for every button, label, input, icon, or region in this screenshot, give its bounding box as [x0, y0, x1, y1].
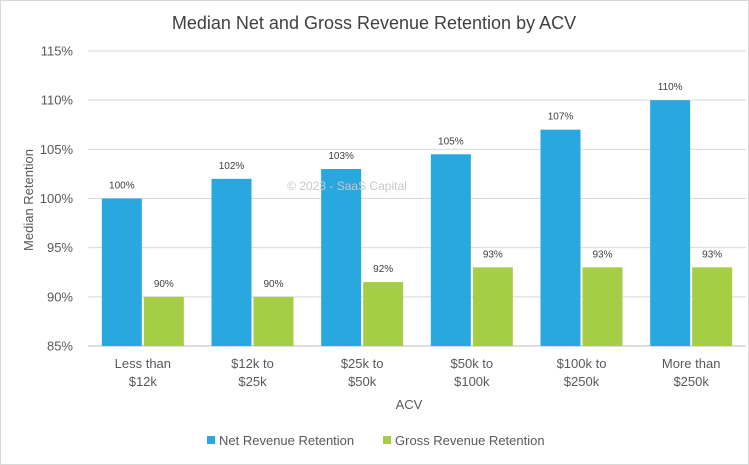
x-category-label: $250k: [564, 374, 600, 389]
x-category-label: $50k to: [451, 356, 494, 371]
y-tick-label: 95%: [47, 240, 73, 255]
y-tick-label: 90%: [47, 289, 73, 304]
legend-label: Gross Revenue Retention: [395, 433, 545, 448]
chart-title: Median Net and Gross Revenue Retention b…: [172, 13, 576, 33]
bar-net-revenue-retention: [540, 129, 581, 346]
x-category-label: $250k: [673, 374, 709, 389]
legend: Net Revenue Retention Gross Revenue Reten…: [207, 433, 545, 448]
x-category-label: $12k to: [231, 356, 274, 371]
legend-swatch: [207, 436, 215, 444]
x-category-label: $25k to: [341, 356, 384, 371]
y-tick-label: 100%: [40, 191, 74, 206]
data-label: 103%: [328, 151, 354, 162]
y-tick-label: 85%: [47, 339, 73, 354]
bar-gross-revenue-retention: [253, 296, 294, 346]
bar-net-revenue-retention: [650, 100, 691, 347]
data-label: 93%: [592, 249, 612, 260]
bar-gross-revenue-retention: [692, 267, 733, 346]
x-category-label: $100k: [454, 374, 490, 389]
data-label: 100%: [109, 181, 135, 192]
x-category-label: Less than: [115, 356, 171, 371]
legend-label: Net Revenue Retention: [219, 433, 354, 448]
data-label: 93%: [702, 249, 722, 260]
y-axis-title: Median Retention: [21, 149, 36, 251]
y-tick-label: 110%: [41, 93, 74, 108]
bar-net-revenue-retention: [321, 169, 362, 346]
y-tick-labels: 85% 90% 95% 100% 105% 110% 115%: [40, 44, 74, 354]
bar-gross-revenue-retention: [143, 296, 184, 346]
gridlines: [88, 50, 746, 347]
bar-net-revenue-retention: [211, 178, 252, 346]
y-tick-label: 105%: [40, 142, 74, 157]
data-label: 93%: [483, 249, 503, 260]
data-label: 107%: [548, 112, 574, 123]
bar-gross-revenue-retention: [472, 267, 513, 346]
x-category-label: $25k: [238, 374, 267, 389]
watermark-text: © 2023 - SaaS Capital: [287, 179, 407, 193]
legend-swatch: [383, 436, 391, 444]
data-label: 110%: [658, 82, 683, 93]
data-label: 102%: [219, 161, 245, 172]
x-category-labels: Less than $12k $12k to $25k $25k to $50k $50k …: [115, 356, 721, 389]
bar-gross-revenue-retention: [582, 267, 623, 346]
bar-net-revenue-retention: [101, 198, 142, 346]
x-category-label: More than: [662, 356, 721, 371]
bar-gross-revenue-retention: [363, 282, 404, 346]
data-label: 92%: [373, 264, 393, 275]
x-category-label: $50k: [348, 374, 377, 389]
x-axis-title: ACV: [396, 397, 423, 412]
data-label: 90%: [154, 279, 174, 290]
data-label: 105%: [438, 136, 464, 147]
y-tick-label: 115%: [41, 44, 74, 59]
data-labels: 100% 90% 102% 90% 103% 92% 105% 93% 107% 93% 110% 9…: [109, 82, 722, 290]
bars: [101, 100, 733, 347]
bar-net-revenue-retention: [430, 154, 471, 346]
x-category-label: $100k to: [557, 356, 607, 371]
data-label: 90%: [263, 279, 283, 290]
x-category-label: $12k: [129, 374, 158, 389]
